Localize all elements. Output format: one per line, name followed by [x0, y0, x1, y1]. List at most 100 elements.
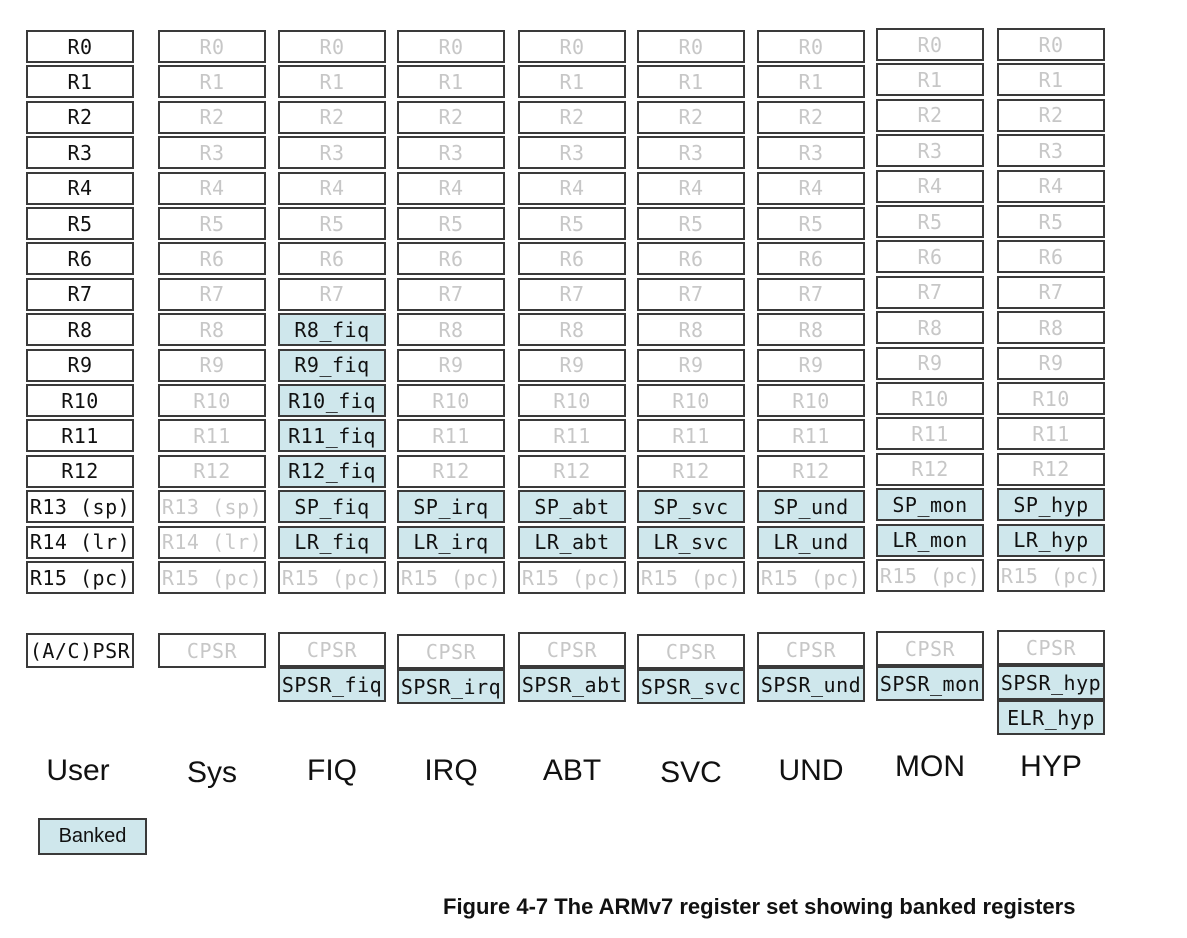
register-user-8: R8: [26, 313, 134, 347]
register-und-5: R5: [757, 207, 865, 240]
legend-banked-swatch: Banked: [38, 818, 147, 855]
register-mon-11: R11: [876, 417, 984, 451]
register-abt-13: SP_abt: [518, 490, 626, 524]
register-hyp-6: R6: [997, 240, 1105, 274]
register-und-11: R11: [757, 419, 865, 453]
register-user-13: R13 (sp): [26, 490, 134, 524]
status-register-mon-1: SPSR_mon: [876, 666, 984, 701]
register-sys-12: R12: [158, 454, 266, 488]
register-abt-14: LR_abt: [518, 525, 626, 559]
register-svc-14: LR_svc: [637, 525, 745, 559]
register-sys-3: R3: [158, 136, 266, 170]
register-user-12: R12: [26, 454, 134, 488]
status-register-und-1: SPSR_und: [757, 667, 865, 702]
register-fiq-10: R10_fiq: [278, 384, 386, 417]
register-mon-6: R6: [876, 240, 984, 274]
register-irq-6: R6: [397, 242, 505, 276]
register-mon-2: R2: [876, 98, 984, 132]
register-fiq-4: R4: [278, 171, 386, 205]
register-svc-1: R1: [637, 65, 745, 99]
register-fiq-6: R6: [278, 242, 386, 276]
register-fiq-13: SP_fiq: [278, 490, 386, 524]
status-register-und-0: CPSR: [757, 632, 865, 667]
register-fiq-3: R3: [278, 136, 386, 170]
register-irq-9: R9: [397, 348, 505, 382]
register-sys-10: R10: [158, 384, 266, 417]
register-abt-9: R9: [518, 348, 626, 382]
register-mon-8: R8: [876, 311, 984, 345]
register-abt-15: R15 (pc): [518, 561, 626, 594]
register-svc-12: R12: [637, 454, 745, 488]
register-fiq-5: R5: [278, 207, 386, 240]
register-user-10: R10: [26, 384, 134, 417]
register-hyp-8: R8: [997, 311, 1105, 345]
register-und-8: R8: [757, 313, 865, 347]
register-svc-4: R4: [637, 171, 745, 205]
register-abt-4: R4: [518, 171, 626, 205]
register-svc-5: R5: [637, 207, 745, 240]
figure-caption: Figure 4-7 The ARMv7 register set showin…: [443, 894, 1076, 919]
register-sys-2: R2: [158, 100, 266, 134]
register-und-1: R1: [757, 65, 865, 99]
mode-label-user: User: [46, 754, 110, 787]
register-und-13: SP_und: [757, 490, 865, 524]
register-svc-10: R10: [637, 384, 745, 417]
register-user-2: R2: [26, 100, 134, 134]
register-und-7: R7: [757, 277, 865, 311]
register-user-11: R11: [26, 419, 134, 453]
register-sys-0: R0: [158, 30, 266, 63]
register-mon-4: R4: [876, 169, 984, 203]
register-fiq-0: R0: [278, 30, 386, 63]
register-svc-11: R11: [637, 419, 745, 453]
status-register-irq-0: CPSR: [397, 634, 505, 669]
register-user-6: R6: [26, 242, 134, 276]
register-und-0: R0: [757, 30, 865, 63]
status-register-mon-0: CPSR: [876, 631, 984, 666]
register-hyp-2: R2: [997, 98, 1105, 132]
register-und-12: R12: [757, 454, 865, 488]
mode-label-sys: Sys: [186, 756, 237, 789]
register-user-0: R0: [26, 30, 134, 63]
mode-label-irq: IRQ: [424, 754, 478, 787]
status-register-sys-0: CPSR: [158, 633, 266, 668]
register-svc-9: R9: [637, 348, 745, 382]
register-irq-13: SP_irq: [397, 490, 505, 524]
register-irq-3: R3: [397, 136, 505, 170]
register-mon-14: LR_mon: [876, 523, 984, 557]
register-hyp-3: R3: [997, 134, 1105, 168]
register-sys-1: R1: [158, 65, 266, 99]
register-user-1: R1: [26, 65, 134, 99]
register-irq-14: LR_irq: [397, 525, 505, 559]
register-irq-1: R1: [397, 65, 505, 99]
status-register-svc-0: CPSR: [637, 634, 745, 669]
register-mon-13: SP_mon: [876, 488, 984, 522]
register-irq-0: R0: [397, 30, 505, 63]
status-register-hyp-1: SPSR_hyp: [997, 665, 1105, 700]
status-register-user-0: (A/C)PSR: [26, 633, 134, 668]
register-svc-8: R8: [637, 313, 745, 347]
register-hyp-10: R10: [997, 382, 1105, 415]
register-irq-2: R2: [397, 100, 505, 134]
register-abt-5: R5: [518, 207, 626, 240]
register-irq-15: R15 (pc): [397, 561, 505, 594]
register-und-15: R15 (pc): [757, 561, 865, 594]
register-irq-7: R7: [397, 277, 505, 311]
register-sys-4: R4: [158, 171, 266, 205]
register-user-3: R3: [26, 136, 134, 170]
register-irq-5: R5: [397, 207, 505, 240]
register-user-14: R14 (lr): [26, 525, 134, 559]
register-hyp-7: R7: [997, 275, 1105, 309]
register-mon-5: R5: [876, 205, 984, 238]
mode-label-und: UND: [778, 754, 844, 787]
register-abt-7: R7: [518, 277, 626, 311]
status-register-abt-0: CPSR: [518, 632, 626, 667]
register-und-9: R9: [757, 348, 865, 382]
register-mon-9: R9: [876, 346, 984, 380]
register-und-14: LR_und: [757, 525, 865, 559]
register-hyp-0: R0: [997, 28, 1105, 61]
register-fiq-15: R15 (pc): [278, 561, 386, 594]
register-svc-3: R3: [637, 136, 745, 170]
status-register-irq-1: SPSR_irq: [397, 669, 505, 704]
register-hyp-12: R12: [997, 452, 1105, 486]
register-user-5: R5: [26, 207, 134, 240]
